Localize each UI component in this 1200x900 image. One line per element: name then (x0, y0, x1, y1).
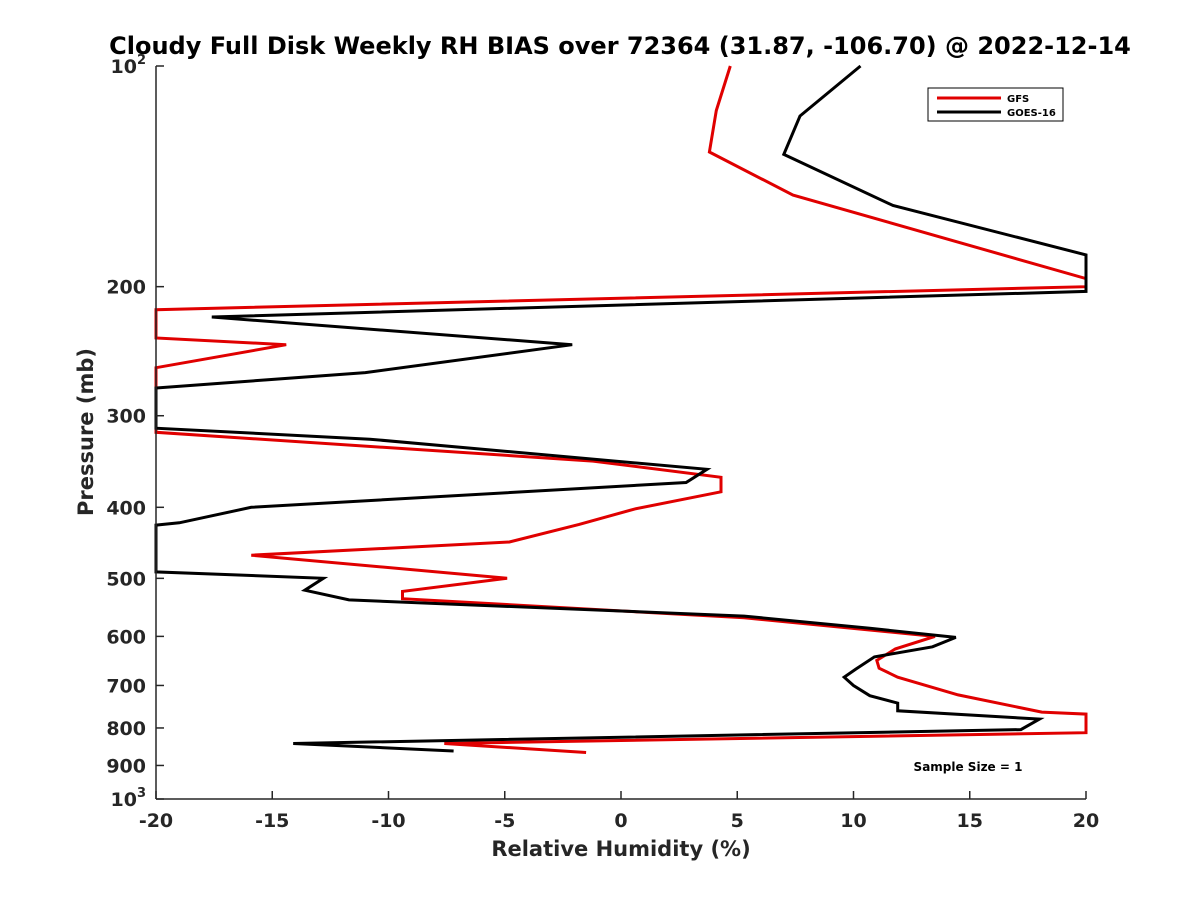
plot-area (154, 64, 1088, 800)
x-tick-label: 20 (1073, 810, 1099, 832)
y-tick-label: 300 (106, 406, 146, 428)
x-tick-label: -5 (494, 810, 515, 832)
legend-label: GFS (1007, 94, 1029, 105)
y-tick-label: 103 (111, 786, 147, 811)
y-tick-label-exponent: 2 (137, 53, 146, 68)
y-tick-label-base: 10 (111, 56, 137, 78)
y-tick-label: 900 (106, 755, 146, 777)
x-tick-label: 0 (614, 810, 627, 832)
x-tick-label: -20 (139, 810, 173, 832)
x-axis-ticks: -20 -15 -10 -5 0 5 10 15 20 (139, 791, 1099, 832)
x-tick-label: -15 (255, 810, 289, 832)
x-tick-label: 10 (840, 810, 866, 832)
series-line-gfs (154, 65, 1088, 754)
sample-size-annotation: Sample Size = 1 (914, 760, 1023, 774)
legend: GFS GOES-16 (927, 87, 1064, 122)
y-tick-label: 700 (106, 675, 146, 697)
series-layer (154, 64, 1088, 754)
legend-label: GOES-16 (1007, 108, 1056, 119)
y-tick-label: 102 (111, 53, 147, 78)
series-line-goes-16 (154, 64, 1088, 753)
y-tick-label: 400 (106, 497, 146, 519)
x-axis-label: Relative Humidity (%) (491, 837, 750, 861)
y-axis-label: Pressure (mb) (74, 348, 98, 516)
x-tick-label: -10 (371, 810, 405, 832)
chart-title: Cloudy Full Disk Weekly RH BIAS over 723… (109, 32, 1131, 60)
y-tick-label: 200 (106, 277, 146, 299)
y-tick-label-base: 10 (111, 789, 137, 811)
plot-background (156, 66, 1086, 799)
y-tick-label: 600 (106, 626, 146, 648)
x-tick-label: 5 (731, 810, 744, 832)
x-tick-label: 15 (957, 810, 983, 832)
legend-box (927, 87, 1064, 122)
y-tick-label: 800 (106, 718, 146, 740)
y-tick-label-exponent: 3 (137, 786, 146, 801)
y-tick-label: 500 (106, 568, 146, 590)
